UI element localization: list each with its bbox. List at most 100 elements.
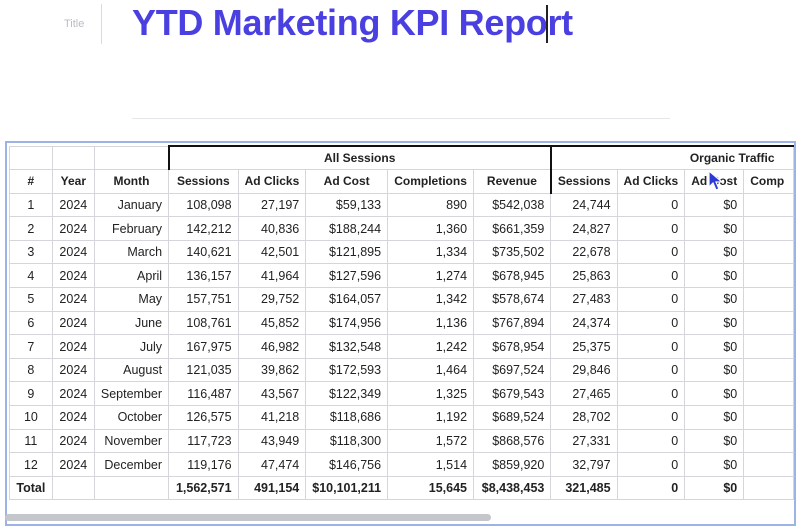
col-organic-completions-cell[interactable]	[743, 239, 794, 265]
col-organic-completions-cell[interactable]	[743, 263, 794, 289]
col-organic-sessions-cell[interactable]: 24,744	[550, 192, 618, 218]
col-year-cell[interactable]: 2024	[51, 216, 95, 241]
col-sessions-cell[interactable]: 126,575	[168, 405, 239, 430]
col-index-cell[interactable]: 8	[9, 357, 53, 383]
col-month-cell[interactable]: April	[93, 263, 170, 289]
col-ad-clicks-cell[interactable]: 27,197	[237, 192, 307, 218]
col-organic-ad-clicks-cell[interactable]: 0	[616, 239, 686, 265]
col-sessions-header[interactable]: Sessions	[168, 169, 239, 194]
col-organic-completions-cell[interactable]	[743, 428, 794, 454]
col-organic-completions-cell[interactable]	[743, 192, 794, 218]
col-index-total-cell[interactable]: Total	[9, 475, 53, 501]
col-year-cell[interactable]: 2024	[51, 428, 95, 454]
col-organic-ad-cost-total-cell[interactable]: $0	[684, 475, 745, 501]
col-index-cell[interactable]: 9	[9, 381, 53, 407]
col-ad-cost-cell[interactable]: $118,686	[305, 405, 389, 430]
col-ad-clicks-header[interactable]: Ad Clicks	[237, 169, 307, 194]
col-revenue-cell[interactable]: $679,543	[473, 381, 552, 407]
col-ad-clicks-cell[interactable]: 47,474	[237, 452, 307, 477]
col-ad-cost-cell[interactable]: $188,244	[305, 216, 389, 241]
col-month-cell[interactable]: September	[93, 381, 170, 407]
col-index-cell[interactable]: 10	[9, 405, 53, 430]
col-completions-cell[interactable]: 1,242	[387, 334, 475, 359]
col-organic-ad-cost-cell[interactable]: $0	[684, 405, 745, 430]
col-month-cell[interactable]: May	[93, 287, 170, 312]
col-organic-sessions-cell[interactable]: 25,375	[550, 334, 618, 359]
col-revenue-cell[interactable]: $689,524	[473, 405, 552, 430]
col-sessions-cell[interactable]: 142,212	[168, 216, 239, 241]
col-organic-sessions-cell[interactable]: 22,678	[550, 239, 618, 265]
col-organic-sessions-cell[interactable]: 28,702	[550, 405, 618, 430]
col-organic-ad-cost-cell[interactable]: $0	[684, 239, 745, 265]
col-ad-cost-cell[interactable]: $118,300	[305, 428, 389, 454]
col-year-cell[interactable]: 2024	[51, 239, 95, 265]
col-index-header[interactable]: #	[9, 169, 53, 194]
col-ad-cost-cell[interactable]: $59,133	[305, 192, 389, 218]
col-sessions-cell[interactable]: 140,621	[168, 239, 239, 265]
col-month-cell[interactable]: January	[93, 192, 170, 218]
col-month-cell[interactable]: October	[93, 405, 170, 430]
col-organic-sessions-cell[interactable]: 24,827	[550, 216, 618, 241]
col-ad-clicks-total-cell[interactable]: 491,154	[237, 475, 307, 501]
col-sessions-cell[interactable]: 108,098	[168, 192, 239, 218]
col-ad-clicks-cell[interactable]: 43,567	[237, 381, 307, 407]
col-year-cell[interactable]: 2024	[51, 263, 95, 289]
col-year-cell[interactable]: 2024	[51, 310, 95, 336]
col-organic-ad-clicks-cell[interactable]: 0	[616, 452, 686, 477]
col-organic-sessions-cell[interactable]: 29,846	[550, 357, 618, 383]
col-organic-ad-cost-cell[interactable]: $0	[684, 310, 745, 336]
col-organic-completions-cell[interactable]	[743, 287, 794, 312]
col-organic-completions-cell[interactable]	[743, 381, 794, 407]
col-ad-cost-total-cell[interactable]: $10,101,211	[305, 475, 389, 501]
col-index-cell[interactable]: 6	[9, 310, 53, 336]
col-completions-total-cell[interactable]: 15,645	[387, 475, 475, 501]
col-revenue-cell[interactable]: $697,524	[473, 357, 552, 383]
col-ad-cost-cell[interactable]: $164,057	[305, 287, 389, 312]
col-index-cell[interactable]: 1	[9, 192, 53, 218]
col-organic-completions-total-cell[interactable]	[743, 475, 794, 501]
col-ad-clicks-cell[interactable]: 40,836	[237, 216, 307, 241]
col-ad-cost-cell[interactable]: $146,756	[305, 452, 389, 477]
col-month-header[interactable]: Month	[93, 169, 170, 194]
col-index-cell[interactable]: 5	[9, 287, 53, 312]
col-ad-clicks-cell[interactable]: 42,501	[237, 239, 307, 265]
col-organic-ad-clicks-cell[interactable]: 0	[616, 381, 686, 407]
col-revenue-cell[interactable]: $859,920	[473, 452, 552, 477]
col-organic-sessions-cell[interactable]: 27,483	[550, 287, 618, 312]
col-revenue-cell[interactable]: $661,359	[473, 216, 552, 241]
col-year-cell[interactable]: 2024	[51, 334, 95, 359]
col-sessions-cell[interactable]: 157,751	[168, 287, 239, 312]
col-index-cell[interactable]: 7	[9, 334, 53, 359]
col-completions-cell[interactable]: 1,334	[387, 239, 475, 265]
col-sessions-cell[interactable]: 116,487	[168, 381, 239, 407]
col-sessions-cell[interactable]: 119,176	[168, 452, 239, 477]
col-organic-completions-cell[interactable]	[743, 452, 794, 477]
col-month-cell[interactable]: March	[93, 239, 170, 265]
col-organic-sessions-cell[interactable]: 27,331	[550, 428, 618, 454]
col-organic-completions-header[interactable]: Comp	[743, 169, 794, 194]
col-ad-cost-cell[interactable]: $127,596	[305, 263, 389, 289]
col-organic-sessions-cell[interactable]: 32,797	[550, 452, 618, 477]
col-organic-completions-cell[interactable]	[743, 310, 794, 336]
col-organic-ad-cost-cell[interactable]: $0	[684, 192, 745, 218]
col-month-cell[interactable]: December	[93, 452, 170, 477]
col-organic-sessions-cell[interactable]: 25,863	[550, 263, 618, 289]
page-title[interactable]: YTD Marketing KPI Report	[132, 2, 573, 43]
col-organic-ad-clicks-cell[interactable]: 0	[616, 216, 686, 241]
col-completions-cell[interactable]: 1,136	[387, 310, 475, 336]
col-organic-sessions-header[interactable]: Sessions	[549, 169, 618, 194]
col-organic-ad-clicks-cell[interactable]: 0	[616, 428, 686, 454]
col-year-cell[interactable]: 2024	[51, 452, 95, 477]
col-ad-clicks-cell[interactable]: 43,949	[237, 428, 307, 454]
col-ad-clicks-cell[interactable]: 39,862	[237, 357, 307, 383]
col-organic-ad-cost-cell[interactable]: $0	[684, 334, 745, 359]
col-organic-completions-cell[interactable]	[743, 357, 794, 383]
col-sessions-cell[interactable]: 121,035	[168, 357, 239, 383]
col-index-cell[interactable]: 3	[9, 239, 53, 265]
col-organic-ad-cost-cell[interactable]: $0	[684, 287, 745, 312]
group-header-organic-traffic[interactable]: Organic Traffic	[549, 145, 794, 171]
col-revenue-cell[interactable]: $678,945	[473, 263, 552, 289]
col-year-header[interactable]: Year	[51, 169, 95, 194]
col-index-cell[interactable]: 4	[9, 263, 53, 289]
col-organic-ad-cost-cell[interactable]: $0	[684, 357, 745, 383]
